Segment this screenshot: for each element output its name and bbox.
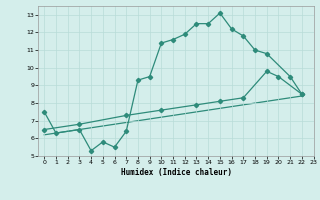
X-axis label: Humidex (Indice chaleur): Humidex (Indice chaleur)	[121, 168, 231, 177]
